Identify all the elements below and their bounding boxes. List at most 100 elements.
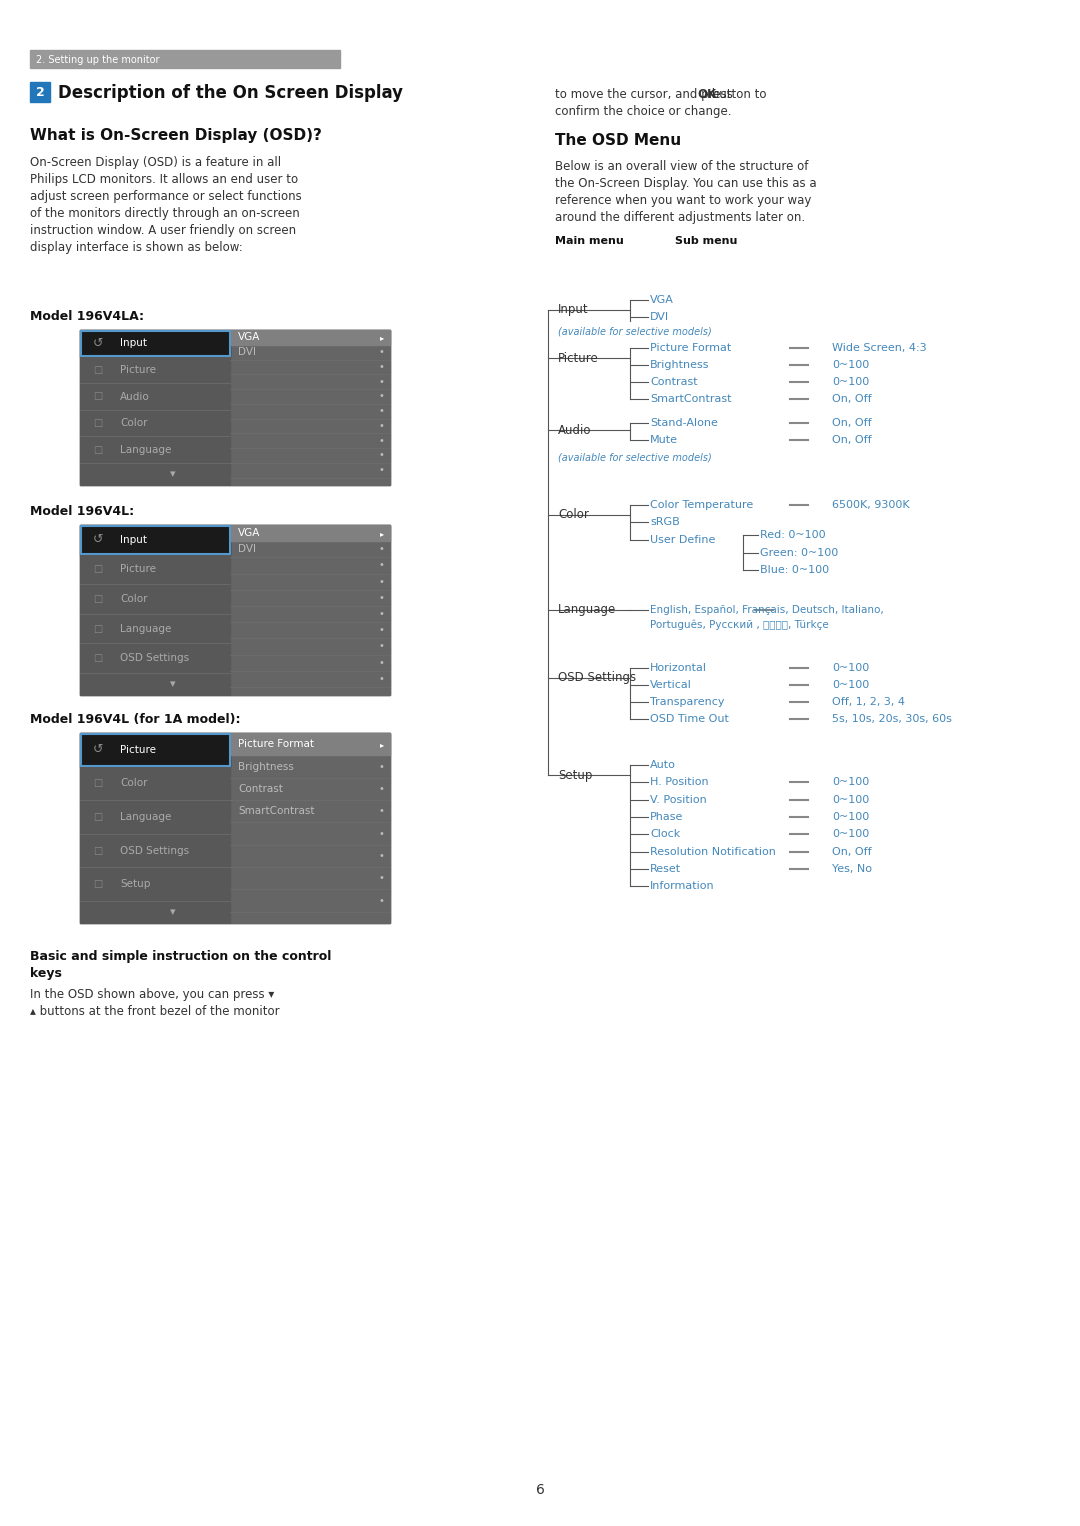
Text: On, Off: On, Off: [832, 847, 872, 858]
Text: Color Temperature: Color Temperature: [650, 501, 753, 510]
Text: OSD Settings: OSD Settings: [558, 671, 636, 685]
Text: Audio: Audio: [558, 424, 592, 436]
Text: •: •: [378, 594, 384, 603]
Text: Model 196V4L (for 1A model):: Model 196V4L (for 1A model):: [30, 713, 241, 726]
Text: of the monitors directly through an on-screen: of the monitors directly through an on-s…: [30, 208, 300, 220]
Bar: [230, 330, 390, 485]
Text: Picture Format: Picture Format: [650, 343, 731, 353]
Text: ↺: ↺: [92, 337, 103, 349]
Text: 0~100: 0~100: [832, 377, 869, 388]
Text: ▸: ▸: [380, 740, 384, 749]
Text: ↺: ↺: [92, 743, 103, 757]
Text: □: □: [93, 778, 103, 789]
Bar: [80, 644, 230, 673]
Bar: [80, 613, 230, 644]
Text: Input: Input: [120, 534, 147, 545]
Text: Setup: Setup: [120, 879, 150, 890]
Text: □: □: [93, 365, 103, 375]
Text: Language: Language: [120, 812, 172, 823]
Bar: [80, 800, 230, 833]
Text: •: •: [378, 761, 384, 772]
Bar: [80, 525, 230, 554]
Text: Blue: 0~100: Blue: 0~100: [760, 565, 829, 575]
Text: •: •: [378, 641, 384, 652]
Text: adjust screen performance or select functions: adjust screen performance or select func…: [30, 191, 301, 203]
Bar: [230, 525, 390, 542]
Text: OSD Time Out: OSD Time Out: [650, 714, 729, 723]
Text: •: •: [378, 465, 384, 475]
Text: Audio: Audio: [120, 392, 150, 401]
Text: (available for selective models): (available for selective models): [558, 327, 712, 336]
Text: Vertical: Vertical: [650, 681, 692, 690]
Text: 6: 6: [536, 1483, 544, 1497]
Text: User Define: User Define: [650, 536, 715, 545]
Text: ▾: ▾: [170, 679, 175, 690]
Text: Phase: Phase: [650, 812, 684, 823]
Text: •: •: [378, 806, 384, 816]
Bar: [81, 331, 229, 356]
Text: □: □: [93, 879, 103, 890]
Bar: [230, 732, 390, 923]
Text: Picture: Picture: [120, 745, 156, 755]
Text: 0~100: 0~100: [832, 662, 869, 673]
Text: Horizontal: Horizontal: [650, 662, 707, 673]
Text: Picture: Picture: [120, 565, 156, 574]
Text: ↺: ↺: [92, 533, 103, 546]
Text: Setup: Setup: [558, 769, 592, 781]
Text: DVI: DVI: [238, 545, 256, 554]
Text: On-Screen Display (OSD) is a feature in all: On-Screen Display (OSD) is a feature in …: [30, 156, 281, 169]
Text: OK: OK: [698, 89, 717, 101]
Bar: [80, 732, 230, 766]
Text: 0~100: 0~100: [832, 795, 869, 806]
Text: Clock: Clock: [650, 829, 680, 839]
Text: □: □: [93, 624, 103, 633]
Text: What is On-Screen Display (OSD)?: What is On-Screen Display (OSD)?: [30, 128, 322, 143]
Text: 0~100: 0~100: [832, 829, 869, 839]
Text: 0~100: 0~100: [832, 777, 869, 787]
Text: 6500K, 9300K: 6500K, 9300K: [832, 501, 909, 510]
Text: Language: Language: [120, 444, 172, 455]
Text: English, Español, Français, Deutsch, Italiano,: English, Español, Français, Deutsch, Ita…: [650, 604, 883, 615]
Text: Input: Input: [120, 339, 147, 348]
Text: 2: 2: [36, 87, 44, 99]
Text: •: •: [378, 873, 384, 884]
Bar: [80, 673, 230, 694]
Text: Picture: Picture: [120, 365, 156, 375]
Text: •: •: [378, 346, 384, 357]
Text: •: •: [378, 896, 384, 905]
Text: □: □: [93, 812, 103, 823]
Text: Color: Color: [120, 778, 148, 789]
Text: (available for selective models): (available for selective models): [558, 453, 712, 462]
Bar: [80, 900, 230, 923]
Text: display interface is shown as below:: display interface is shown as below:: [30, 241, 243, 253]
Text: •: •: [378, 392, 384, 401]
Text: DVI: DVI: [238, 346, 256, 357]
Bar: [80, 554, 230, 584]
Text: Auto: Auto: [650, 760, 676, 771]
Bar: [230, 732, 390, 755]
Text: 0~100: 0~100: [832, 681, 869, 690]
Text: •: •: [378, 450, 384, 461]
Text: DVI: DVI: [650, 311, 670, 322]
Bar: [230, 330, 390, 345]
Text: VGA: VGA: [238, 528, 260, 539]
Text: Language: Language: [120, 624, 172, 633]
Text: □: □: [93, 845, 103, 856]
Bar: [80, 330, 390, 485]
Text: 2. Setting up the monitor: 2. Setting up the monitor: [36, 55, 160, 66]
Text: VGA: VGA: [238, 333, 260, 342]
Text: Philips LCD monitors. It allows an end user to: Philips LCD monitors. It allows an end u…: [30, 172, 298, 186]
Text: to move the cursor, and press: to move the cursor, and press: [555, 89, 737, 101]
Text: Wide Screen, 4:3: Wide Screen, 4:3: [832, 343, 927, 353]
Bar: [80, 462, 230, 485]
Bar: [30, 50, 340, 69]
Text: V. Position: V. Position: [650, 795, 706, 806]
Text: •: •: [378, 626, 384, 635]
Text: Description of the On Screen Display: Description of the On Screen Display: [58, 84, 403, 102]
Text: reference when you want to work your way: reference when you want to work your way: [555, 194, 811, 208]
Text: Yes, No: Yes, No: [832, 864, 872, 874]
Text: Contrast: Contrast: [238, 784, 283, 794]
Bar: [80, 357, 230, 383]
Text: •: •: [378, 784, 384, 794]
Text: □: □: [93, 653, 103, 664]
